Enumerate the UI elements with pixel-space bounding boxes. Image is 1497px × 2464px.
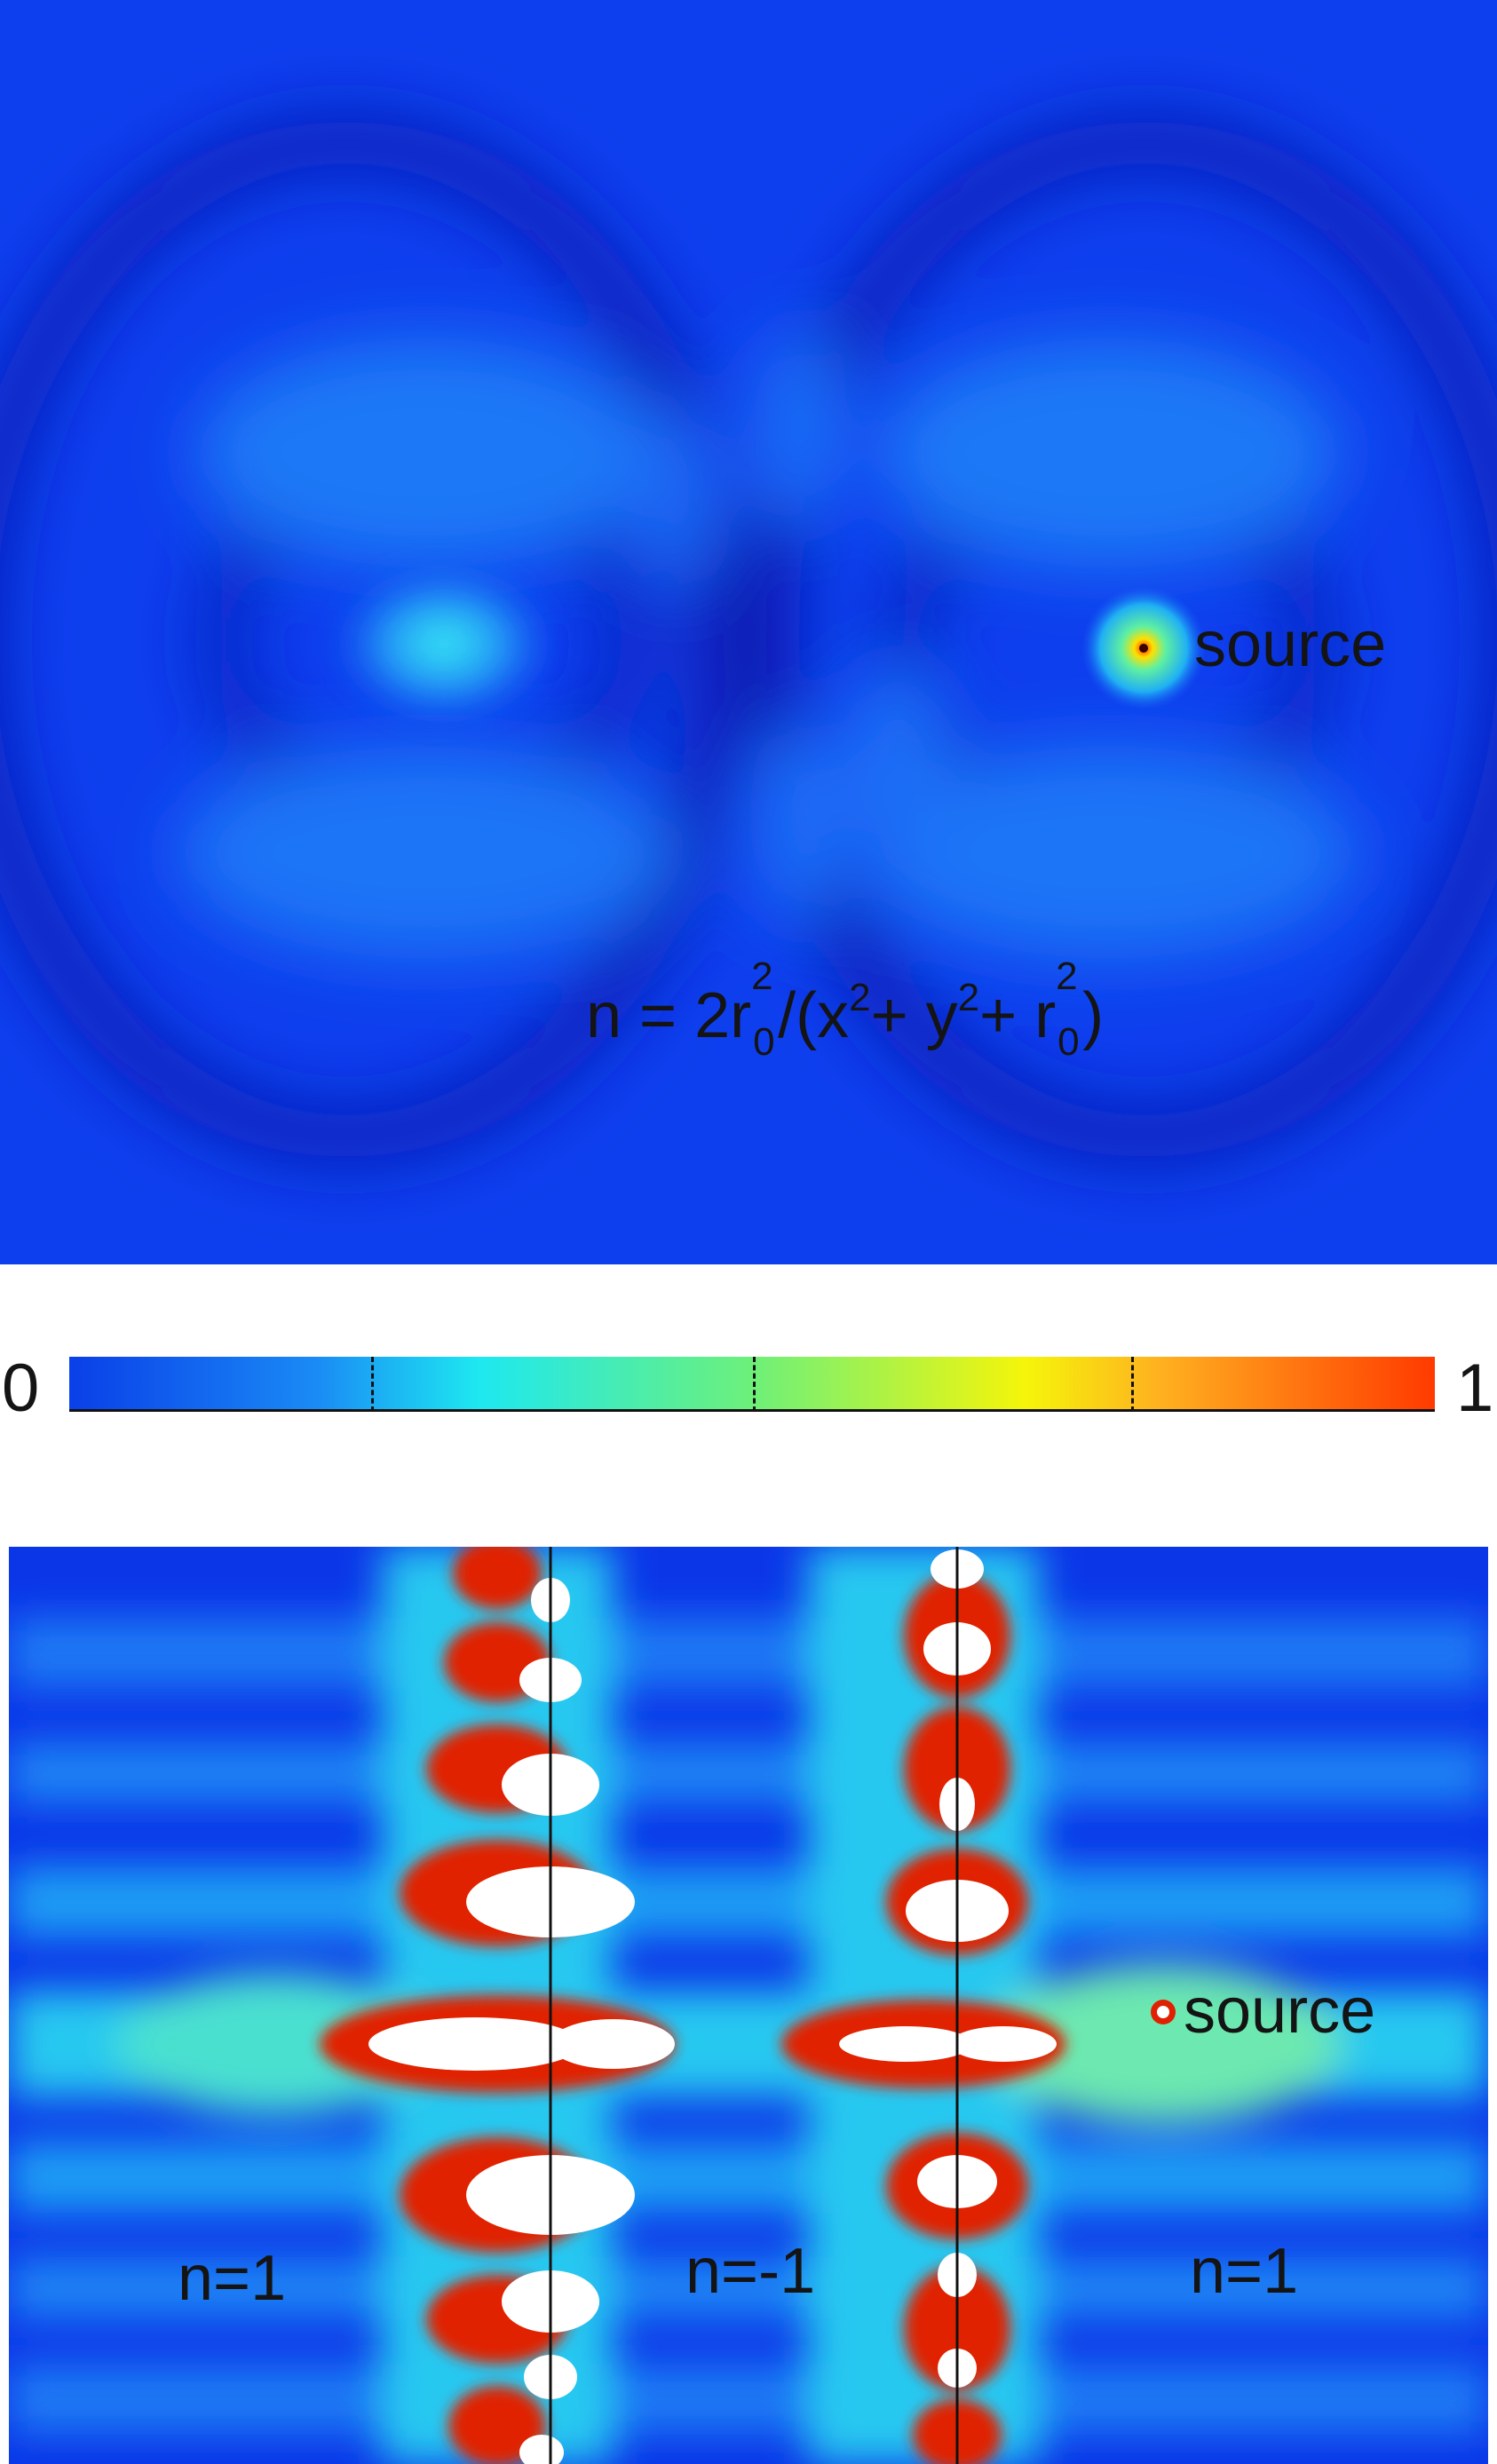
colorbar-gradient	[69, 1357, 1435, 1412]
formula-sub-1: 0	[753, 1020, 775, 1064]
formula-sup-2: 2	[849, 976, 871, 1019]
formula-sub-4: 0	[1057, 1020, 1080, 1064]
region-label-right: n=1	[1190, 2236, 1299, 2307]
formula-mid-1: /(x	[778, 980, 850, 1051]
colorbar-min-label: 0	[2, 1351, 40, 1426]
colorbar-legend: 0 1	[0, 1296, 1497, 1430]
formula-sup-3: 2	[957, 976, 980, 1019]
bottom-field-image	[9, 1547, 1488, 2464]
colorbar-max-label: 1	[1456, 1351, 1494, 1426]
top-source-label: source	[1194, 609, 1387, 680]
colorbar-tick	[753, 1357, 756, 1412]
image-focus-spot	[329, 559, 559, 728]
region-label-middle: n=-1	[685, 2236, 816, 2307]
colorbar-tick	[371, 1357, 374, 1412]
formula-tail: )	[1082, 980, 1105, 1051]
formula-mid-3: + r	[979, 980, 1057, 1051]
formula-lead: n = 2r	[586, 980, 752, 1051]
formula-sup-4: 2	[1056, 955, 1078, 998]
region-label-left: n=1	[178, 2243, 287, 2314]
colorbar-tick	[1131, 1357, 1134, 1412]
bottom-source-label: source	[1184, 1976, 1376, 2047]
formula-mid-2: + y	[870, 980, 958, 1051]
top-field-image	[0, 115, 1497, 1163]
formula-sup-1: 2	[751, 955, 773, 998]
bottom-field-map: source n=1 n=-1 n=1	[9, 1547, 1488, 2464]
